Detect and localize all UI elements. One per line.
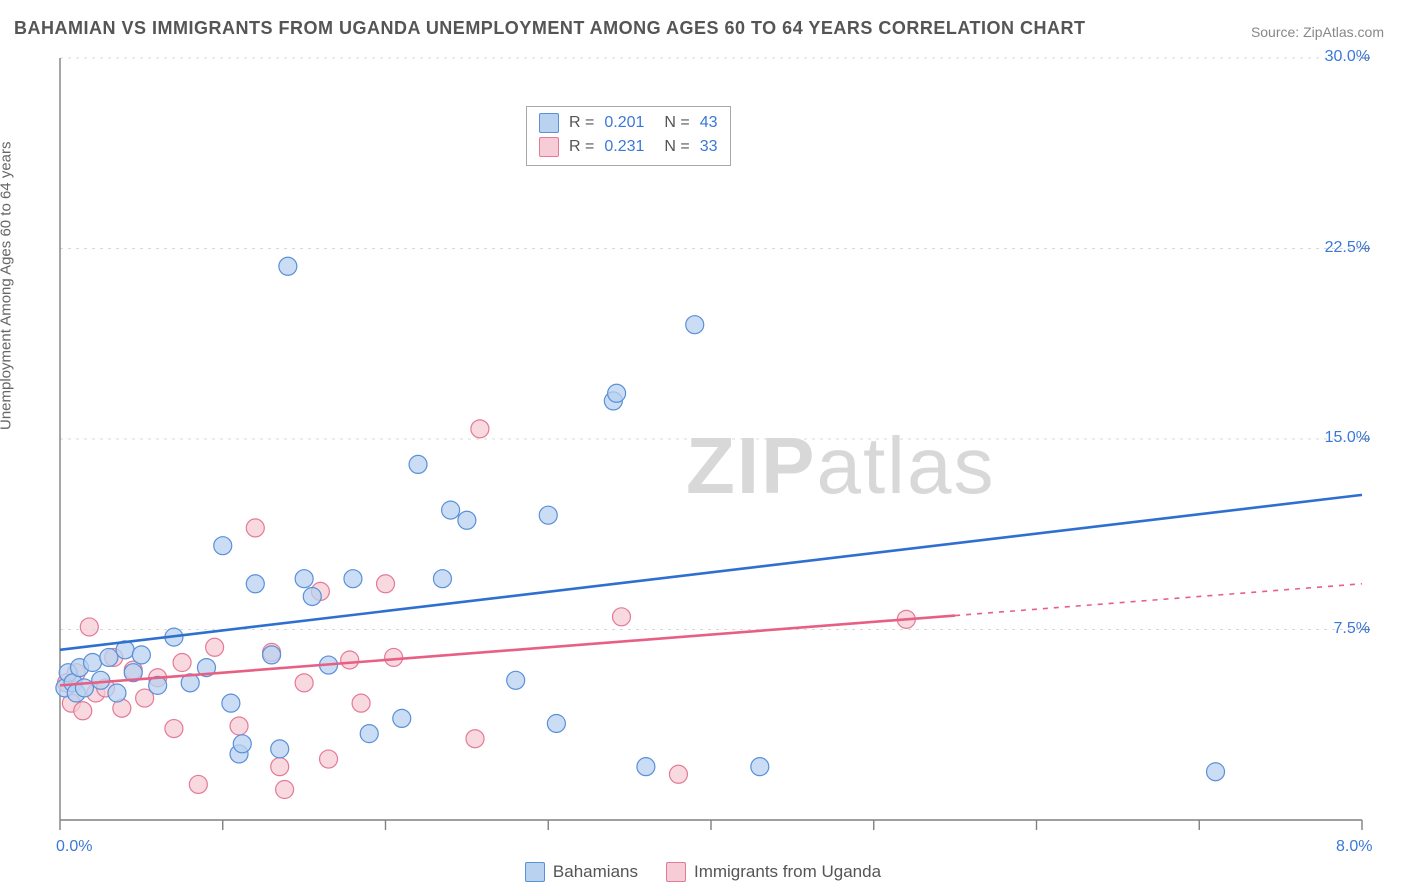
y-tick-label: 22.5% — [1325, 239, 1370, 257]
legend-row-bahamians: R = 0.201 N = 43 — [539, 111, 718, 135]
legend-label: Immigrants from Uganda — [694, 862, 881, 882]
y-axis-label: Unemployment Among Ages 60 to 64 years — [0, 141, 15, 430]
chart-title: BAHAMIAN VS IMMIGRANTS FROM UGANDA UNEMP… — [14, 18, 1086, 39]
legend-r-value: 0.231 — [604, 138, 644, 156]
legend-r-value: 0.201 — [604, 114, 644, 132]
y-tick-label: 7.5% — [1334, 620, 1370, 638]
y-tick-label: 30.0% — [1325, 48, 1370, 66]
legend-r-label: R = — [569, 114, 594, 132]
correlation-legend: R = 0.201 N = 43 R = 0.231 N = 33 — [526, 106, 731, 166]
chart-area: ZIPatlas R = 0.201 N = 43 R = 0.231 N = … — [46, 50, 1382, 840]
legend-item-uganda: Immigrants from Uganda — [666, 862, 881, 882]
legend-swatch-bahamians — [539, 113, 559, 133]
legend-n-label: N = — [664, 114, 689, 132]
legend-r-label: R = — [569, 138, 594, 156]
y-tick-label: 15.0% — [1325, 429, 1370, 447]
series-legend: Bahamians Immigrants from Uganda — [0, 862, 1406, 882]
source-value: ZipAtlas.com — [1303, 24, 1384, 40]
legend-label: Bahamians — [553, 862, 638, 882]
x-tick-label: 0.0% — [56, 838, 92, 856]
legend-row-uganda: R = 0.231 N = 33 — [539, 135, 718, 159]
legend-n-value: 33 — [700, 138, 718, 156]
scatter-chart-svg — [46, 50, 1382, 840]
legend-swatch-uganda — [539, 137, 559, 157]
source-attribution: Source: ZipAtlas.com — [1251, 24, 1384, 40]
legend-swatch-bahamians — [525, 862, 545, 882]
legend-n-value: 43 — [700, 114, 718, 132]
legend-item-bahamians: Bahamians — [525, 862, 638, 882]
legend-swatch-uganda — [666, 862, 686, 882]
source-label: Source: — [1251, 24, 1299, 40]
legend-n-label: N = — [664, 138, 689, 156]
x-tick-label: 8.0% — [1336, 838, 1372, 856]
